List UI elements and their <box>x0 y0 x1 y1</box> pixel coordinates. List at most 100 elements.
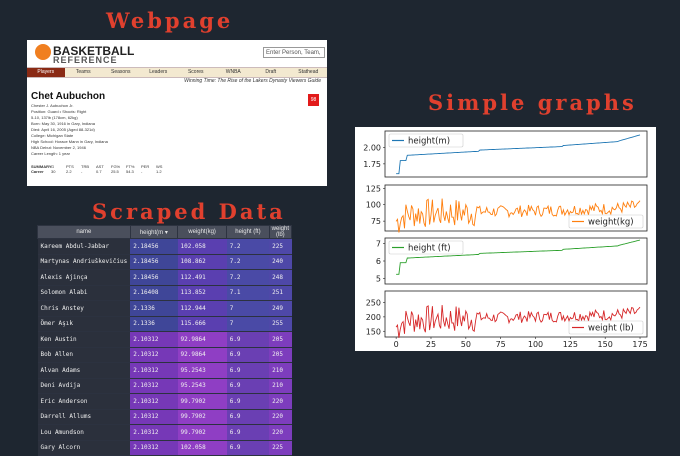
sort-desc-icon[interactable]: ▾ <box>163 229 168 236</box>
table-cell: 6.9 <box>226 424 270 441</box>
table-cell: 2.16408 <box>130 285 178 301</box>
y-tick-label: 1.75 <box>363 160 381 169</box>
table-cell: 92.9864 <box>177 331 227 348</box>
table-row[interactable]: Solomon Alabi 2.16408 113.852 7.1 251 <box>37 285 292 301</box>
table-cell: 2.10312 <box>130 331 178 348</box>
info-line: 5-10, 137lb (178cm, 62kg) <box>31 115 78 120</box>
table-cell: 225 <box>269 440 292 456</box>
table-cell: 2.10312 <box>130 362 178 379</box>
table-row[interactable]: Eric Anderson 2.10312 99.7902 6.9 220 <box>37 393 292 410</box>
table-cell: 2.1336 <box>130 316 178 332</box>
info-line: Position: Guard • Shoots: Right <box>31 109 87 114</box>
table-row[interactable]: Ken Austin 2.10312 92.9864 6.9 205 <box>37 331 292 348</box>
x-tick-label: 75 <box>496 340 506 349</box>
y-tick-label: 100 <box>366 201 381 210</box>
table-cell: 112.491 <box>177 269 227 286</box>
table-cell: 2.10312 <box>130 347 178 363</box>
nav-draft[interactable]: Draft <box>265 69 277 75</box>
series-line <box>396 239 641 275</box>
table-row[interactable]: Alvan Adams 2.10312 95.2543 6.9 210 <box>37 362 292 379</box>
table-cell: 249 <box>269 300 292 317</box>
heading-scraped-data: Scraped Data <box>92 199 286 224</box>
table-cell: 220 <box>269 409 292 425</box>
table-cell: 7.1 <box>226 285 270 301</box>
search-input[interactable]: Enter Person, Team, <box>263 47 325 58</box>
legend-box <box>388 133 464 148</box>
column-header-weight-lb[interactable]: weight (lb) <box>268 225 293 239</box>
table-cell: 95.2543 <box>177 362 227 379</box>
nav-stathead[interactable]: Stathead <box>298 69 319 75</box>
nav-wnba[interactable]: WNBA <box>225 69 241 75</box>
stats-header-cell: PTS <box>66 164 74 169</box>
table-row[interactable]: Ömer Aşık 2.1336 115.666 7 255 <box>37 316 292 332</box>
column-header-name[interactable]: name <box>37 225 131 239</box>
column-header-weight-kg[interactable]: weight(kg) <box>176 225 228 239</box>
legend-label: height(m) <box>408 137 450 147</box>
column-header-height-ft[interactable]: height (ft) <box>226 225 270 239</box>
heading-simple-graphs: Simple graphs <box>428 90 637 115</box>
info-line: Died: April 16, 2005 (Aged 88-321d) <box>31 127 95 132</box>
table-row[interactable]: Chris Anstey 2.1336 112.944 7 249 <box>37 300 292 317</box>
y-tick-label: 200 <box>366 313 381 322</box>
stats-header-cell: WS <box>156 164 163 169</box>
x-tick-label: 0 <box>394 340 399 349</box>
axes-frame <box>384 130 648 178</box>
table-cell: 6.9 <box>226 409 270 425</box>
legend-box <box>388 240 464 255</box>
table-row[interactable]: Alexis Ajinça 2.18456 112.491 7.2 248 <box>37 269 292 286</box>
table-cell: 113.852 <box>177 285 227 301</box>
table-cell: 2.18456 <box>130 238 178 255</box>
table-cell: 7 <box>226 316 270 332</box>
nav-leaders[interactable]: Leaders <box>149 69 168 75</box>
stats-header-cell: FG% <box>111 164 121 169</box>
table-cell: 6.9 <box>226 362 270 379</box>
table-cell: 2.10312 <box>130 440 178 456</box>
nav-scores[interactable]: Scores <box>187 69 204 75</box>
table-row[interactable]: Martynas Andriuškevičius 2.18456 108.862 7.… <box>37 254 292 270</box>
table-cell: Alexis Ajinça <box>37 269 131 286</box>
table-cell: Ömer Aşık <box>37 316 131 332</box>
stats-cell: 1.2 <box>156 169 162 174</box>
stats-summary: SUMMARY G PTS TRB AST FG% FT% PER WS Car… <box>31 164 171 174</box>
nav-players[interactable]: Players <box>27 68 65 77</box>
table-cell: 210 <box>269 362 292 379</box>
table-cell: 6.9 <box>226 393 270 410</box>
table-cell: 102.058 <box>177 440 227 456</box>
x-tick-label: 50 <box>461 340 471 349</box>
column-header-height-m[interactable]: height(m ▾ <box>129 225 179 239</box>
table-row[interactable]: Deni Avdija 2.10312 95.2543 6.9 210 <box>37 378 292 394</box>
promo-banner[interactable]: Winning Time: The Rise of the Lakers Dyn… <box>184 78 321 84</box>
nav-seasons[interactable]: Seasons <box>111 69 131 75</box>
stats-header-cell: PER <box>141 164 150 169</box>
table-cell: 99.7902 <box>177 393 227 410</box>
info-line: Career Length: 1 year <box>31 151 70 156</box>
y-tick-label: 150 <box>366 327 381 336</box>
stats-header-cell: G <box>51 164 55 169</box>
table-cell: 6.9 <box>226 440 270 456</box>
table-cell: 2.18456 <box>130 269 178 286</box>
stats-cell: - <box>141 169 143 174</box>
scraped-data-table: name height(m ▾ weight(kg) height (ft) w… <box>37 225 293 456</box>
table-cell: Gary Alcorn <box>37 440 131 456</box>
site-nav: Players Teams Seasons Leaders Scores WNB… <box>27 67 327 78</box>
table-row[interactable]: Gary Alcorn 2.10312 102.058 6.9 225 <box>37 440 292 456</box>
legend-label: height (ft) <box>408 244 451 254</box>
series-line <box>396 134 641 175</box>
table-row[interactable]: Darrell Allums 2.10312 99.7902 6.9 220 <box>37 409 292 425</box>
legend-box <box>568 214 644 229</box>
info-line: NBA Debut: November 2, 1946 <box>31 145 86 150</box>
table-row[interactable]: Lou Amundson 2.10312 99.7902 6.9 220 <box>37 424 292 441</box>
table-row[interactable]: Kareem Abdul-Jabbar 2.18456 102.058 7.2 225 <box>37 238 292 255</box>
table-cell: Deni Avdija <box>37 378 131 394</box>
table-header-row: name height(m ▾ weight(kg) height (ft) w… <box>37 225 293 239</box>
table-cell: 95.2543 <box>177 378 227 394</box>
nav-teams[interactable]: Teams <box>75 69 91 75</box>
logo-sub-text: REFERENCE <box>53 55 118 65</box>
table-cell: Bob Allen <box>37 347 131 363</box>
y-tick-label: 125 <box>366 184 381 193</box>
table-cell: 248 <box>269 269 292 286</box>
webpage-screenshot: BASKETBALL REFERENCE Enter Person, Team,… <box>27 40 327 186</box>
table-row[interactable]: Bob Allen 2.10312 92.9864 6.9 205 <box>37 347 292 363</box>
stats-header-cell: FT% <box>126 164 135 169</box>
stats-header-cell: SUMMARY <box>31 164 52 169</box>
